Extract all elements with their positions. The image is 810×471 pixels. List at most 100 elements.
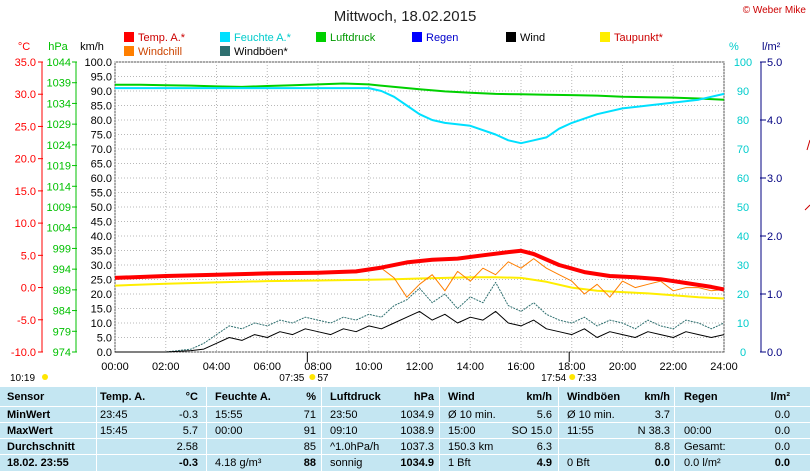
series-gusts [115,281,725,353]
legend-swatch [124,46,134,56]
table-row-divider [0,454,810,455]
pressure-tick-label: 994 [53,264,71,276]
current-time: 10:19 [10,373,35,384]
table-cell: 1034.9 [400,457,434,469]
pressure-tick-label: 984 [53,306,71,318]
legend-swatch [220,46,230,56]
grid [114,61,725,353]
legend-label: Feuchte A.* [234,32,292,44]
humidity-tick-label: 20 [737,289,749,301]
table-cell: 1 Bft [448,457,471,469]
rain-tick-label: 2.0 [767,231,782,243]
table-row-label: Durchschnitt [7,441,75,453]
wind-tick-label: 55.0 [91,188,112,200]
table-cell: N 38.3 [637,425,670,437]
table-divider [439,387,440,471]
temp-tick-label: 0.0 [21,283,36,295]
table-divider [206,387,207,471]
pressure-tick-label: 1009 [47,202,71,214]
series-wind [115,310,725,353]
legend-swatch [316,32,326,42]
table-cell: 15:45 [100,425,128,437]
pressure-tick-label: 999 [53,243,71,255]
temp-tick-label: -5.0 [17,315,36,327]
pressure-tick-label: 1019 [47,161,71,173]
table-cell: 2.58 [176,441,198,453]
temp-tick-label: 15.0 [15,186,36,198]
table-row-label: MinWert [7,409,51,421]
rain-tick-label: 1.0 [767,289,782,301]
table-cell: 150.3 km [448,441,494,453]
table-row-divider [0,422,810,423]
table-cell: -0.3 [179,457,198,469]
table-cell: 0.0 [654,457,670,469]
weather-chart: 100.095.090.085.080.075.070.065.060.055.… [10,5,810,384]
table-divider [674,387,675,471]
humidity-tick-label: 50 [737,202,749,214]
table-header-cell: Wind [448,391,475,403]
table-cell: 71 [303,409,316,421]
legend-swatch [220,32,230,42]
x-tick-label: 04:00 [203,361,231,373]
rain-unit-label: l/m² [762,41,781,53]
table-cell: 0.0 [774,425,790,437]
table-cell: 15:55 [215,409,243,421]
table-cell: 0 Bft [567,457,590,469]
x-tick-label: 08:00 [304,361,332,373]
credit-text: © Weber Mike [743,5,807,16]
table-cell: 11:55 [567,425,594,437]
wind-tick-label: 15.0 [91,304,112,316]
table-header-cell: l/m² [770,391,790,403]
legend-label: Luftdruck [330,32,376,44]
table-cell: 4.9 [536,457,552,469]
pressure-tick-label: 1034 [47,98,71,110]
table-cell: ^1.0hPa/h [330,441,380,453]
wind-unit-label: km/h [80,41,104,53]
pressure-unit-label: hPa [48,41,68,53]
table-cell: 6.3 [536,441,552,453]
rain-tick-label: 4.0 [767,115,782,127]
table-cell: 88 [303,457,316,469]
table-cell: Ø 10 min. [448,409,496,421]
wind-tick-label: 20.0 [91,289,112,301]
legend-label: Regen [426,32,458,44]
humidity-tick-label: 30 [737,260,749,272]
table-header-cell: % [306,391,316,403]
sunrise-time: 07:35 [279,373,304,384]
wind-tick-label: 95.0 [91,72,112,84]
temp-tick-label: -10.0 [11,347,36,359]
x-tick-label: 06:00 [253,361,281,373]
rain-tick-label: 0.0 [767,347,782,359]
humidity-tick-label: 10 [737,318,749,330]
table-cell: 5.6 [536,409,552,421]
pressure-tick-label: 1039 [47,78,71,90]
series-dewpoint [114,276,725,300]
temp-tick-label: 35.0 [15,57,36,69]
table-cell: 0.0 [774,441,790,453]
temp-tick-label: 5.0 [21,250,36,262]
edge-mark [804,204,810,211]
table-header-cell: °C [185,391,198,403]
temp-unit-label: °C [18,41,30,53]
table-divider [96,387,97,471]
temp-tick-label: 25.0 [15,121,36,133]
pressure-tick-label: 1004 [47,223,71,235]
wind-tick-label: 50.0 [91,202,112,214]
legend-label: Windchill [138,46,182,58]
table-cell: 1038.9 [400,425,434,437]
humidity-tick-label: 60 [737,173,749,185]
wind-tick-label: 5.0 [97,333,112,345]
wind-tick-label: 70.0 [91,144,112,156]
table-header-cell: Sensor [7,391,45,403]
table-cell: 1037.3 [400,441,434,453]
humidity-unit-label: % [729,41,739,53]
temp-tick-label: 20.0 [15,154,36,166]
table-cell: -0.3 [179,409,198,421]
table-cell: 00:00 [684,425,712,437]
sunset-time: 17:54 [541,373,566,384]
rain-tick-label: 3.0 [767,173,782,185]
table-header-cell: hPa [413,391,434,403]
table-cell: 91 [303,425,316,437]
table-row-label: MaxWert [7,425,53,437]
wind-tick-label: 90.0 [91,86,112,98]
